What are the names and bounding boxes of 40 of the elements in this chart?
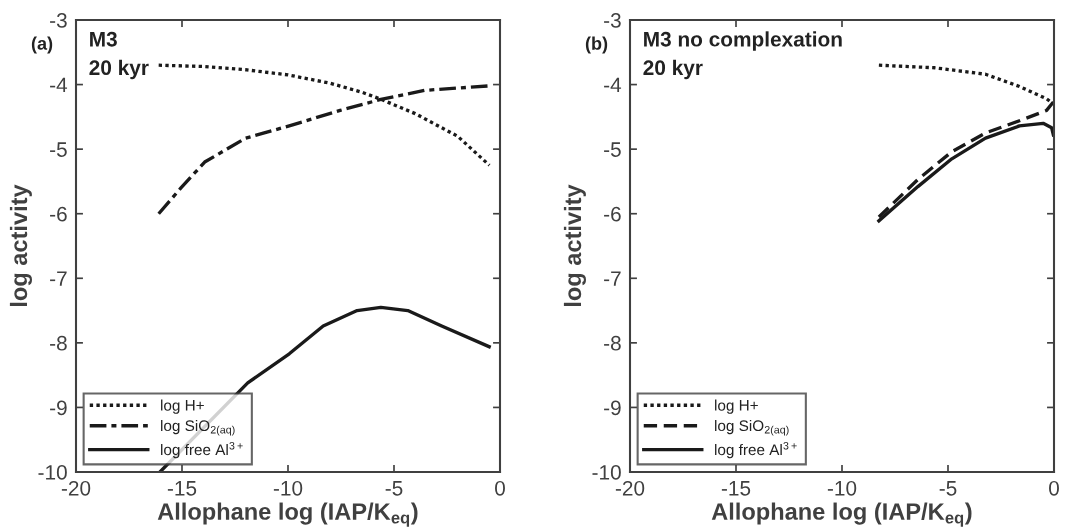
x-tick-label: -10 <box>273 480 303 496</box>
y-tick-label: -9 <box>604 400 621 416</box>
y-tick-label: -4 <box>604 77 622 93</box>
y-tick-label: -6 <box>50 206 67 222</box>
legend-label: log SiO$_{2(aq)}$ <box>161 419 235 436</box>
x-tick-label: -5 <box>939 481 957 496</box>
y-axis-title: log activity <box>9 184 32 307</box>
y-tick-label: -8 <box>604 335 621 351</box>
y-tick-label: -5 <box>50 142 67 157</box>
y-tick-label: -5 <box>604 142 621 157</box>
legend-label: log free Al$^{3+}$ <box>161 441 243 459</box>
x-tick-label: -15 <box>721 481 751 496</box>
legend-label: log H+ <box>715 399 758 414</box>
x-tick-label: -5 <box>385 481 403 496</box>
y-tick-label: -10 <box>38 465 67 480</box>
x-tick-label: -20 <box>61 480 91 496</box>
x-tick-label: -20 <box>615 480 645 496</box>
y-tick-label: -9 <box>50 400 67 416</box>
y-tick-label: -8 <box>50 335 67 351</box>
legend-label: log H+ <box>161 399 204 414</box>
x-tick-label: 0 <box>495 480 505 496</box>
y-tick-label: -7 <box>604 271 621 286</box>
x-tick-label: -15 <box>167 481 197 496</box>
x-tick-label: 0 <box>1049 480 1059 496</box>
x-axis-title: Allophane log (IAP/K$_{eq}$) <box>711 502 972 527</box>
text: (b) <box>585 36 608 54</box>
y-tick-label: -10 <box>592 465 621 480</box>
annotation: M3 20 kyr <box>89 31 149 80</box>
y-tick-label: -3 <box>604 13 621 28</box>
y-tick-label: -7 <box>50 271 67 286</box>
y-tick-label: -3 <box>50 13 67 28</box>
x-tick-label: -10 <box>827 480 857 496</box>
y-tick-label: -4 <box>50 77 68 93</box>
x-axis-title: Allophane log (IAP/K$_{eq}$) <box>157 502 418 527</box>
y-axis-title: log activity <box>563 184 586 307</box>
y-tick-label: -6 <box>604 206 621 222</box>
legend-label: log free Al$^{3+}$ <box>715 441 797 459</box>
annotation: M3 no complexation 20 kyr <box>643 31 842 80</box>
legend-label: log SiO$_{2(aq)}$ <box>715 419 789 436</box>
text: (a) <box>31 36 53 54</box>
